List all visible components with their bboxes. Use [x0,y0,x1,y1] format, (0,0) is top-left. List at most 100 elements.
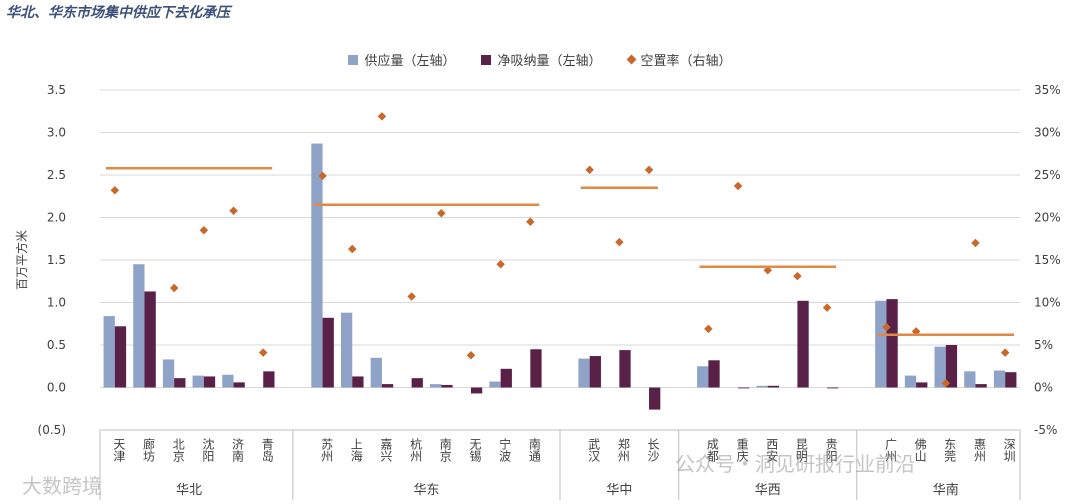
y2-tick-label: 0% [1034,381,1053,395]
vacancy-point [733,181,743,191]
bar-absorption [827,387,839,389]
legend-supply: 供应量（左轴） [348,50,455,69]
city-label: 廊坊 [142,437,156,462]
bar-supply [192,375,204,388]
group-label: 华西 [755,483,781,498]
bar-absorption [886,299,898,388]
y-tick-label: 2.0 [47,211,66,225]
bar-absorption [619,350,631,388]
legend-absorption-swatch [481,54,492,65]
city-label: 西安 [765,438,779,462]
bar-supply [430,384,442,388]
vacancy-point [911,327,921,336]
city-label: 无锡 [468,438,482,463]
legend-supply-label: 供应量（左轴） [364,54,456,69]
vacancy-point [526,217,535,226]
city-label: 青岛 [260,438,274,463]
bar-absorption [916,382,928,388]
city-label: 北京 [171,438,185,463]
city-label: 天津 [112,438,126,462]
bar-absorption [530,349,542,388]
city-label: 郑州 [616,437,630,462]
vacancy-point [704,324,713,334]
bar-absorption [352,376,364,388]
vacancy-point [377,112,387,121]
y2-tick-label: 20% [1034,211,1061,225]
vacancy-point [496,260,505,269]
vacancy-point [644,165,654,175]
y2-tick-label: 30% [1034,126,1061,140]
bar-absorption [114,326,127,388]
bar-supply [756,385,768,388]
bar-absorption [975,384,987,388]
bar-supply [904,375,917,388]
city-label: 南京 [438,437,452,463]
bar-absorption [203,376,216,388]
vacancy-point [407,292,416,301]
bar-absorption [174,378,186,388]
y2-tick-label: -5% [1034,423,1057,437]
vacancy-point [110,186,120,195]
city-label: 宁波 [498,437,512,463]
city-label: 杭州 [409,437,423,462]
bar-absorption [797,300,809,388]
bar-supply [993,370,1006,388]
bar-supply [370,357,382,388]
vacancy-point [882,322,891,332]
legend: 供应量（左轴） 净吸纳量（左轴） 空置率（右轴） [0,50,1080,69]
bar-absorption [767,385,780,388]
city-label: 重庆 [735,438,749,462]
bar-supply [697,366,709,388]
bar-supply [934,346,946,388]
bar-supply [489,381,501,388]
bar-absorption [1005,372,1017,388]
bar-supply [340,312,353,388]
y2-tick-label: 35% [1034,83,1061,97]
y-tick-label: 2.5 [47,168,66,182]
bar-absorption [945,345,958,388]
legend-vacancy: 空置率（右轴） [626,50,732,69]
city-label: 东莞 [943,438,957,463]
group-label: 华南 [933,482,959,498]
y-axis-label: 百万平方米 [14,230,29,290]
legend-absorption-label: 净吸纳量（左轴） [497,54,602,69]
vacancy-point [971,238,980,248]
legend-absorption: 净吸纳量（左轴） [481,50,602,69]
watermark-left: 大数跨境 [22,474,102,498]
vacancy-point [229,206,238,215]
bar-supply [311,143,323,388]
bar-supply [964,371,976,388]
city-label: 深圳 [1002,438,1016,462]
bar-absorption [470,387,483,394]
vacancy-point [585,165,594,175]
bar-absorption [441,384,453,388]
legend-vacancy-label: 空置率（右轴） [640,54,732,69]
city-label: 长沙 [646,438,660,462]
bar-absorption [649,387,661,410]
y-tick-label: 3.5 [47,83,66,97]
city-label: 武汉 [587,438,601,462]
y-tick-label: 1.5 [47,253,66,267]
bar-absorption [708,360,720,388]
city-label: 惠州 [972,438,986,462]
bar-absorption [738,387,750,389]
vacancy-point [169,283,179,293]
bar-supply [103,316,115,388]
city-label: 沈阳 [201,437,215,462]
vacancy-point [199,226,209,235]
y-tick-label: 3.0 [47,126,66,140]
vacancy-point [941,379,951,388]
bar-absorption [322,317,334,388]
bar-supply [162,359,175,388]
group-label: 华中 [606,483,632,498]
legend-supply-swatch [348,54,359,65]
city-label: 上海 [349,438,363,462]
bar-supply [875,300,887,388]
bar-absorption [263,371,275,388]
y2-tick-label: 25% [1034,168,1061,182]
bar-absorption [233,382,245,388]
group-label: 华北 [176,483,202,498]
bar-absorption [411,378,423,388]
group-label: 华东 [413,483,439,498]
